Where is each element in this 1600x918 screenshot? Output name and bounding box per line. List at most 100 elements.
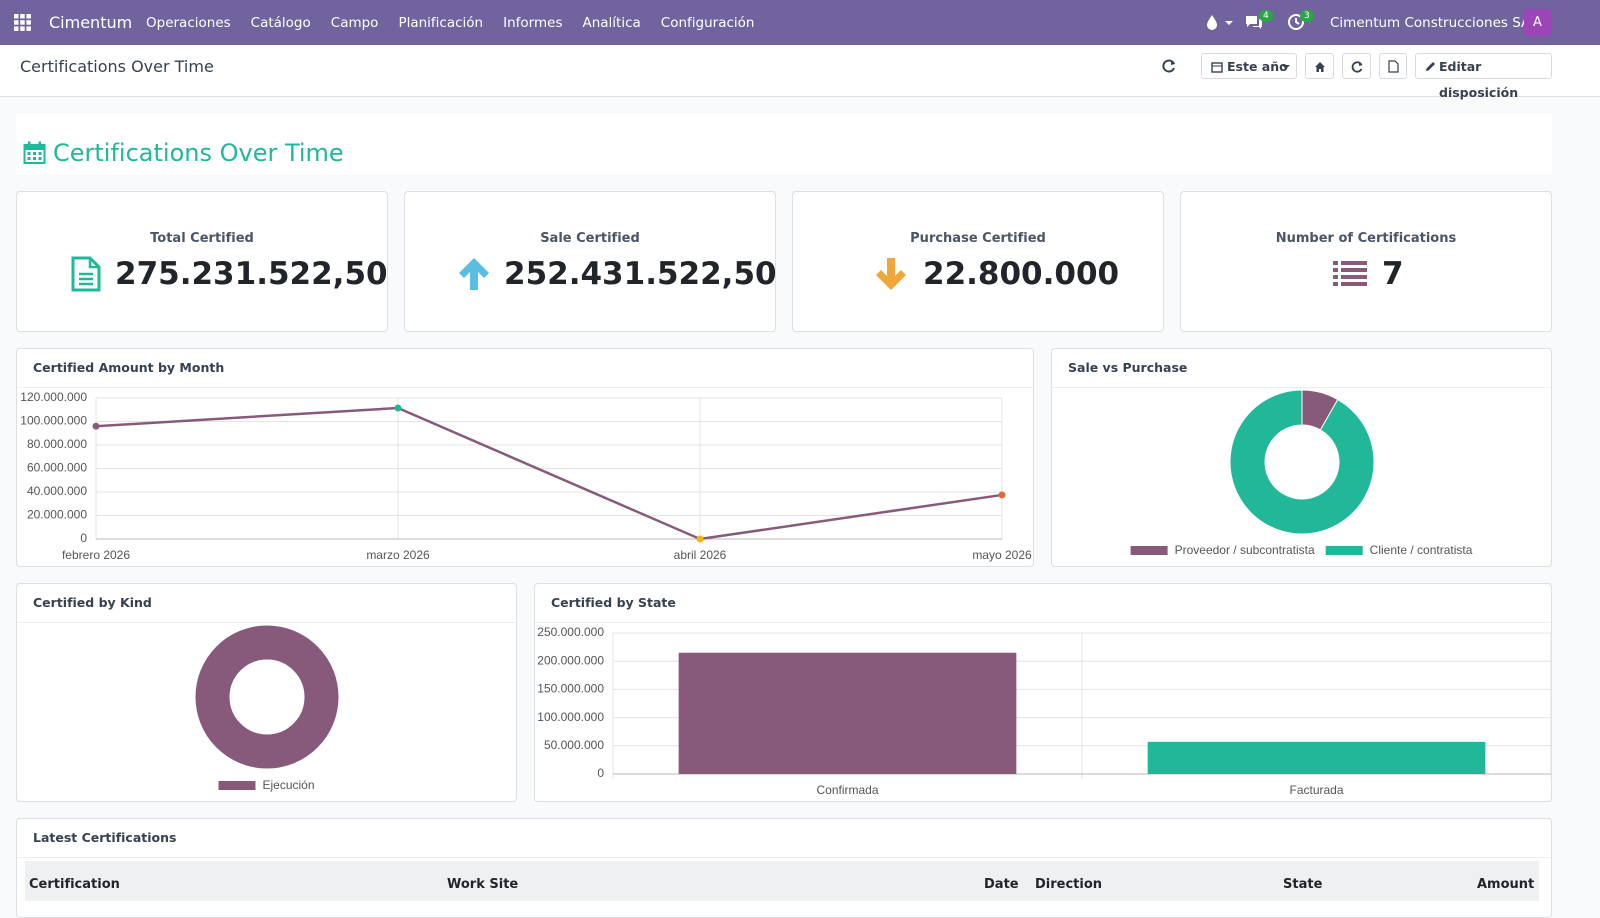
donut-chart: Proveedor / subcontratista Cliente / cont… bbox=[1130, 389, 1473, 557]
arrow-up-icon bbox=[459, 258, 489, 290]
table-header: Certification Work Site Date Direction S… bbox=[25, 861, 1539, 901]
y-tick-label: 80.000.000 bbox=[27, 437, 87, 451]
kpi-label: Total Certified bbox=[150, 231, 254, 246]
menu-item[interactable]: Operaciones bbox=[146, 15, 231, 31]
column-header[interactable]: Date bbox=[984, 877, 1019, 892]
dashboard-header: Certifications Over Time bbox=[16, 113, 1552, 175]
pie-slice bbox=[194, 624, 340, 770]
menu-item[interactable]: Campo bbox=[330, 15, 379, 31]
legend: Ejecución bbox=[218, 778, 315, 792]
chart-title: Certified by Kind bbox=[33, 595, 152, 610]
list-icon bbox=[1333, 261, 1367, 286]
calendar-icon bbox=[23, 141, 46, 164]
menu-item[interactable]: Analítica bbox=[582, 15, 641, 31]
column-header[interactable]: Amount bbox=[1477, 877, 1535, 892]
debug-icon[interactable] bbox=[1205, 14, 1235, 31]
column-header[interactable]: Work Site bbox=[447, 877, 519, 892]
data-point bbox=[696, 535, 704, 543]
main-menu: Operaciones Catálogo Campo Planificación… bbox=[136, 15, 764, 31]
y-tick-label: 20.000.000 bbox=[27, 508, 87, 522]
company-switcher[interactable]: Cimentum Construcciones SA bbox=[1330, 15, 1531, 31]
reload-button[interactable] bbox=[1342, 53, 1371, 79]
edit-layout-button[interactable]: Editar disposición bbox=[1415, 53, 1552, 100]
x-tick-label: marzo 2026 bbox=[366, 548, 430, 562]
y-tick-label: 50.000.000 bbox=[544, 738, 604, 752]
y-tick-label: 250.000.000 bbox=[537, 625, 604, 639]
y-tick-label: 120.000.000 bbox=[20, 390, 87, 404]
menu-item[interactable]: Configuración bbox=[660, 15, 755, 31]
data-point bbox=[998, 491, 1006, 499]
messages-icon[interactable] bbox=[1244, 14, 1264, 31]
card-divider bbox=[17, 387, 1033, 388]
x-tick-label: Confirmada bbox=[816, 783, 878, 797]
menu-item[interactable]: Informes bbox=[503, 15, 563, 31]
arrow-down-icon bbox=[876, 258, 906, 290]
kpi-label: Purchase Certified bbox=[910, 231, 1046, 246]
activities-badge: 3 bbox=[1300, 10, 1314, 22]
legend-swatch bbox=[218, 781, 256, 790]
y-tick-label: 100.000.000 bbox=[537, 710, 604, 724]
period-filter-label: Este año bbox=[1227, 59, 1288, 74]
column-header[interactable]: Direction bbox=[1035, 877, 1103, 892]
kpi-value: 275.231.522,50 bbox=[115, 256, 388, 292]
home-button[interactable] bbox=[1305, 53, 1334, 79]
bar bbox=[678, 652, 1017, 774]
kpi-card: Total Certified 275.231.522,50 bbox=[16, 191, 388, 332]
kpi-value: 22.800.000 bbox=[923, 256, 1120, 292]
kpi-label: Sale Certified bbox=[540, 231, 640, 246]
legend-label: Proveedor / subcontratista bbox=[1175, 543, 1315, 557]
y-tick-label: 40.000.000 bbox=[27, 484, 87, 498]
x-tick-label: mayo 2026 bbox=[972, 548, 1032, 562]
y-tick-label: 0 bbox=[80, 531, 87, 545]
y-tick-label: 100.000.000 bbox=[20, 414, 87, 428]
legend-swatch bbox=[1130, 546, 1168, 555]
y-tick-label: 60.000.000 bbox=[27, 461, 87, 475]
chart-title: Sale vs Purchase bbox=[1068, 360, 1188, 375]
refresh-icon[interactable] bbox=[1162, 59, 1176, 73]
column-header[interactable]: State bbox=[1283, 877, 1323, 892]
calendar-icon bbox=[1211, 62, 1223, 73]
chart-card: Certified by State 0 50.000.000 100.000.00… bbox=[534, 583, 1552, 802]
control-panel: Certifications Over Time Este año Editar… bbox=[0, 45, 1600, 100]
period-filter-button[interactable]: Este año bbox=[1201, 53, 1297, 79]
x-tick-label: febrero 2026 bbox=[62, 548, 130, 562]
chart-card: Certified by Kind Ejecución bbox=[16, 583, 517, 802]
user-avatar[interactable]: A bbox=[1524, 9, 1551, 36]
breadcrumb-title: Certifications Over Time bbox=[20, 57, 214, 76]
card-divider bbox=[1052, 387, 1551, 388]
data-point bbox=[92, 422, 100, 430]
dashboard-title: Certifications Over Time bbox=[53, 139, 344, 167]
apps-menu-icon[interactable] bbox=[14, 14, 31, 31]
y-tick-label: 0 bbox=[597, 766, 604, 780]
x-tick-label: abril 2026 bbox=[674, 548, 727, 562]
top-navbar: Cimentum Operaciones Catálogo Campo Plan… bbox=[0, 0, 1600, 45]
column-header[interactable]: Certification bbox=[29, 877, 120, 892]
menu-item[interactable]: Catálogo bbox=[250, 15, 311, 31]
pdf-icon bbox=[1388, 60, 1399, 73]
legend-label: Ejecución bbox=[262, 778, 314, 792]
document-icon bbox=[71, 256, 101, 292]
kpi-card: Purchase Certified 22.800.000 bbox=[792, 191, 1164, 332]
activities-icon[interactable] bbox=[1287, 13, 1305, 31]
app-name[interactable]: Cimentum bbox=[49, 13, 133, 32]
table-card: Latest Certifications Certification Work… bbox=[16, 818, 1552, 918]
home-icon bbox=[1315, 62, 1325, 72]
card-divider bbox=[17, 622, 516, 623]
legend-label: Cliente / contratista bbox=[1370, 543, 1473, 557]
data-line bbox=[95, 406, 1003, 541]
caret-icon bbox=[1282, 65, 1290, 69]
edit-layout-label: Editar disposición bbox=[1439, 59, 1519, 100]
pdf-button[interactable] bbox=[1379, 53, 1407, 79]
line-chart: 0 20.000.000 40.000.000 60.000.000 80.000.00… bbox=[20, 390, 1032, 562]
y-tick-label: 150.000.000 bbox=[537, 682, 604, 696]
chart-title: Certified by State bbox=[551, 595, 676, 610]
kpi-card: Number of Certifications 7 bbox=[1180, 191, 1552, 332]
kpi-value: 7 bbox=[1382, 256, 1404, 292]
card-divider bbox=[535, 622, 1551, 623]
reload-icon bbox=[1351, 61, 1363, 73]
menu-item[interactable]: Planificación bbox=[398, 15, 484, 31]
chart-card: Certified Amount by Month 0 20.000.000 40.… bbox=[16, 348, 1034, 567]
legend: Proveedor / subcontratista Cliente / cont… bbox=[1130, 543, 1473, 557]
